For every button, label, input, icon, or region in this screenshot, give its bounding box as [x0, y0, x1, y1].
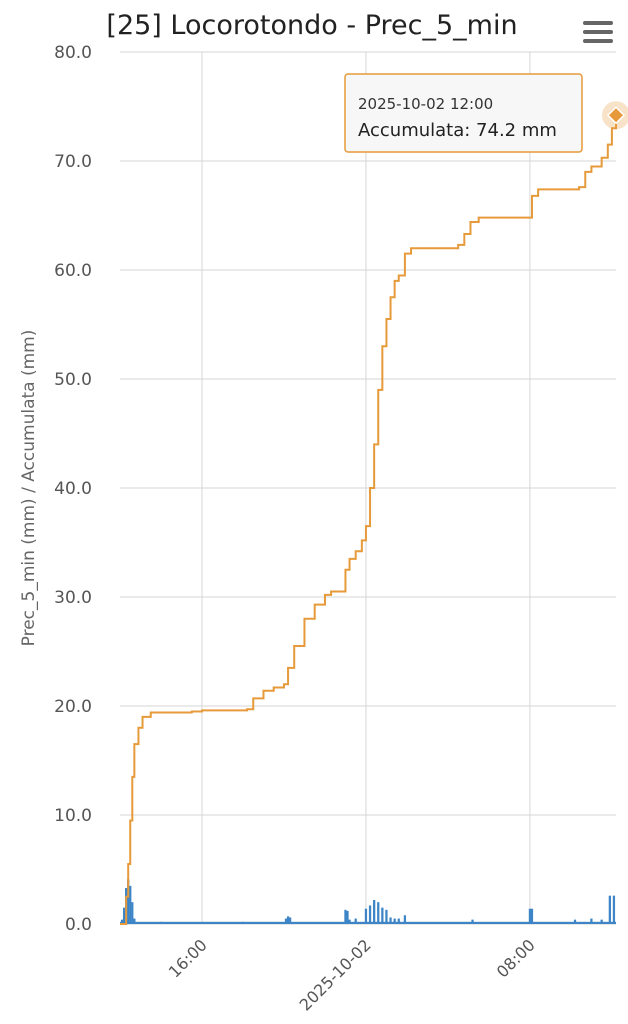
prec-5-min-bar — [530, 908, 534, 924]
y-tick-label: 10.0 — [54, 806, 92, 826]
prec-5-min-bar — [286, 916, 290, 924]
tooltip-value: Accumulata: 74.2 mm — [358, 120, 557, 141]
prec-5-min-bar — [344, 909, 347, 924]
x-tick-label: 16:00 — [165, 935, 211, 981]
prec-5-min-bar — [590, 918, 593, 924]
prec-5-min-bar — [284, 918, 288, 924]
y-tick-label: 20.0 — [54, 697, 92, 717]
x-tick-label: 08:00 — [493, 935, 539, 981]
grid — [120, 51, 616, 925]
x-axis-ticks: 16:00 2025-10-02 08:00 — [165, 935, 539, 1014]
prec-5-min-bar — [389, 917, 392, 924]
chart-title: [25] Locorotondo - Prec_5_min — [106, 10, 517, 41]
prec-5-min-bar — [600, 919, 603, 924]
prec-5-min-bar — [346, 910, 349, 924]
y-axis-label: Prec_5_min (mm) / Accumulata (mm) — [19, 330, 39, 647]
prec-5-min-bar — [528, 908, 532, 924]
prec-5-min-bar — [131, 902, 134, 924]
x-tick-label: 2025-10-02 — [296, 935, 375, 1014]
prec-5-min-bar — [612, 895, 616, 924]
prec-5-min-bar — [354, 918, 357, 924]
y-tick-label: 0.0 — [65, 915, 92, 935]
prec-5-min-bar — [403, 915, 407, 924]
prec-5-min-bar — [122, 907, 126, 924]
prec-5-min-bar — [120, 919, 124, 924]
prec-5-min-bar — [385, 909, 388, 924]
bar-baseline — [120, 921, 616, 924]
y-tick-label: 70.0 — [54, 152, 92, 172]
prec-5-min-bar — [608, 895, 611, 924]
tooltip: 2025-10-02 12:00 Accumulata: 74.2 mm — [344, 73, 583, 153]
prec-5-min-bar — [397, 918, 400, 924]
prec-5-min-bar — [159, 921, 163, 924]
hamburger-menu-icon — [583, 21, 613, 43]
tooltip-box — [344, 73, 583, 153]
y-tick-label: 80.0 — [54, 43, 92, 63]
menu-button[interactable] — [580, 16, 616, 48]
y-tick-label: 50.0 — [54, 370, 92, 390]
prec-5-min-bar — [129, 885, 132, 924]
hover-point-marker — [606, 106, 626, 125]
y-tick-label: 30.0 — [54, 588, 92, 608]
prec-5-min-series — [120, 879, 616, 924]
prec-5-min-bar — [381, 907, 384, 924]
prec-5-min-bar — [348, 919, 351, 924]
prec-5-min-bar — [377, 902, 380, 924]
prec-5-min-bar — [471, 919, 474, 924]
prec-5-min-bar — [133, 918, 136, 924]
prec-5-min-bar — [127, 879, 130, 924]
y-tick-label: 60.0 — [54, 261, 92, 281]
prec-5-min-bar — [373, 900, 376, 924]
y-tick-label: 40.0 — [54, 479, 92, 499]
y-axis-ticks: 0.0 10.0 20.0 30.0 40.0 50.0 60.0 70.0 80.0 — [54, 43, 92, 935]
prec-5-min-bar — [573, 919, 577, 924]
hover-marker — [602, 101, 628, 130]
prec-5-min-bar — [393, 918, 396, 924]
prec-5-min-bar — [288, 917, 292, 924]
prec-5-min-bar — [241, 921, 245, 924]
accumulata-line — [120, 115, 617, 925]
prec-5-min-bar — [368, 905, 372, 924]
tooltip-date: 2025-10-02 12:00 — [358, 95, 493, 113]
prec-5-min-bar — [364, 908, 368, 924]
